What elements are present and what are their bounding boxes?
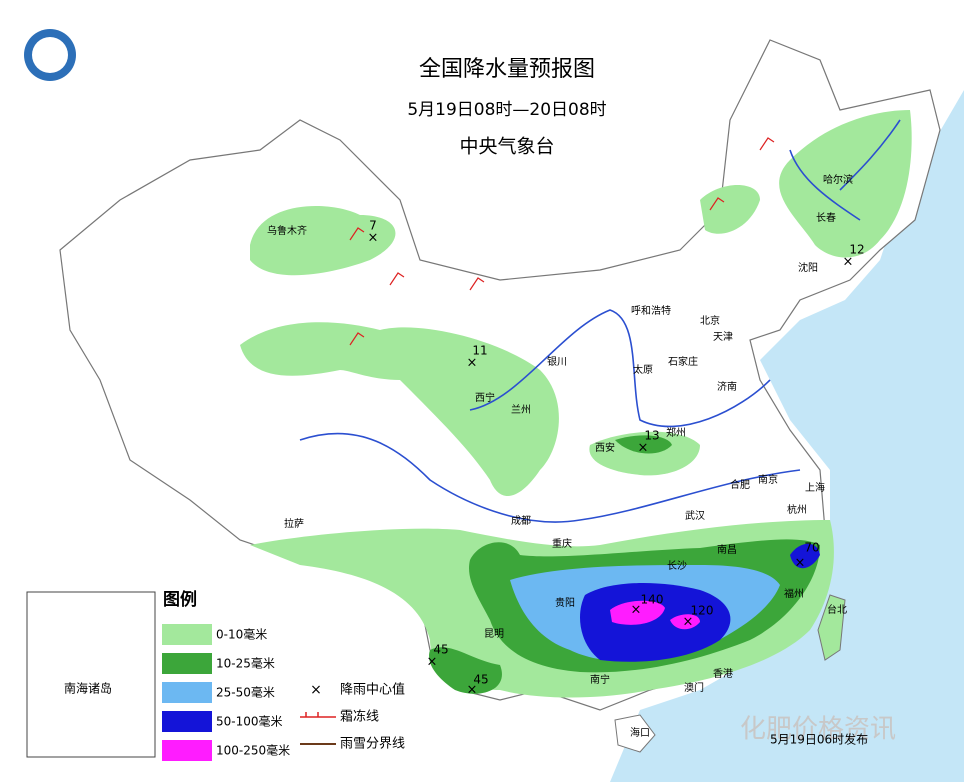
center-marker: × (631, 603, 642, 618)
legend-label: 50-100毫米 (216, 714, 283, 729)
city-label: 太原 (633, 363, 653, 376)
city-label: 澳门 (684, 681, 704, 694)
center-value: 45 (473, 673, 488, 687)
issuer: 中央气象台 (459, 136, 554, 158)
city-label: 贵阳 (555, 596, 575, 609)
frost-line (349, 227, 365, 241)
frost-line (469, 277, 485, 291)
center-marker: × (467, 683, 478, 698)
legend-swatch (162, 711, 212, 732)
city-label: 海口 (630, 726, 650, 739)
legend-label: 0-10毫米 (216, 627, 267, 642)
frost-line (709, 197, 725, 211)
city-label: 台北 (827, 603, 847, 616)
legend-symbol-label: 霜冻线 (340, 709, 379, 725)
city-label: 兰州 (511, 403, 531, 416)
precip-area (580, 583, 731, 662)
city-label: 南昌 (717, 543, 737, 556)
city-label: 天津 (713, 331, 733, 343)
island-hainan (614, 714, 656, 753)
city-label: 合肥 (730, 478, 750, 491)
city-label: 北京 (700, 314, 720, 327)
center-value: 12 (849, 243, 864, 257)
precip-area (610, 600, 665, 625)
center-value: 140 (641, 593, 664, 607)
center-marker: × (638, 441, 649, 456)
center-marker: × (427, 655, 438, 670)
symbol-icon: × (310, 682, 322, 698)
center-value: 7 (369, 219, 377, 233)
center-marker: × (843, 255, 854, 270)
city-label: 南京 (758, 473, 778, 486)
precip-area (700, 185, 760, 234)
city-label: 上海 (805, 481, 825, 494)
frost-line (349, 332, 365, 346)
frost-line (389, 272, 405, 286)
precip-area (670, 614, 700, 630)
precip-area (790, 543, 820, 569)
center-value: 70 (804, 541, 819, 555)
city-label: 南宁 (590, 673, 610, 686)
city-label: 乌鲁木齐 (267, 224, 307, 237)
legend-label: 25-50毫米 (216, 685, 275, 700)
precip-area (589, 431, 700, 476)
city-label: 长春 (816, 212, 836, 224)
legend-swatch (162, 740, 212, 761)
city-label: 成都 (511, 515, 531, 527)
inset-label: 南海诸岛 (64, 681, 112, 696)
legend-label: 100-250毫米 (216, 743, 290, 758)
center-marker: × (795, 556, 806, 571)
legend-title: 图例 (163, 589, 197, 610)
legend-swatch (162, 653, 212, 674)
city-label: 拉萨 (284, 517, 304, 530)
issue-stamp: 5月19日06时发布 (770, 732, 868, 747)
center-value: 11 (472, 344, 487, 358)
city-label: 沈阳 (798, 261, 818, 274)
city-label: 福州 (784, 587, 804, 600)
precip-area (615, 435, 672, 454)
frost-line (759, 137, 775, 151)
center-value: 13 (644, 429, 659, 443)
city-label: 济南 (717, 380, 737, 393)
center-marker: × (368, 231, 379, 246)
center-value: 120 (691, 604, 714, 618)
legend-symbol-label: 降雨中心值 (340, 682, 405, 698)
center-marker: × (467, 356, 478, 371)
ocean (610, 90, 964, 782)
city-label: 昆明 (484, 628, 504, 640)
city-label: 杭州 (787, 503, 807, 516)
city-label: 重庆 (552, 537, 572, 550)
river (789, 119, 901, 221)
city-label: 哈尔滨 (823, 173, 853, 186)
city-label: 长沙 (667, 560, 687, 572)
center-value: 45 (433, 643, 448, 657)
city-label: 西宁 (475, 391, 495, 404)
inset-box (26, 591, 156, 758)
island-taiwan (817, 594, 846, 661)
city-label: 西安 (595, 441, 615, 454)
city-label: 呼和浩特 (631, 305, 671, 317)
map-title: 全国降水量预报图 (419, 57, 595, 82)
city-label: 郑州 (666, 426, 686, 439)
city-label: 武汉 (685, 509, 705, 522)
river (299, 309, 801, 523)
symbol-icon (300, 712, 336, 718)
watermark: 化肥价格资讯 (740, 715, 896, 745)
legend-symbol-label: 雨雪分界线 (340, 737, 405, 752)
center-marker: × (683, 615, 694, 630)
city-label: 银川 (547, 355, 567, 368)
legend-label: 10-25毫米 (216, 656, 275, 671)
precip-area (240, 322, 559, 497)
map-subtitle: 5月19日08时—20日08时 (407, 100, 606, 120)
city-label: 香港 (713, 668, 733, 680)
legend-swatch (162, 624, 212, 645)
city-label: 石家庄 (668, 355, 698, 368)
logo (32, 37, 68, 73)
precip-area (250, 206, 396, 276)
legend-swatch (162, 682, 212, 703)
precip-area (429, 647, 502, 694)
